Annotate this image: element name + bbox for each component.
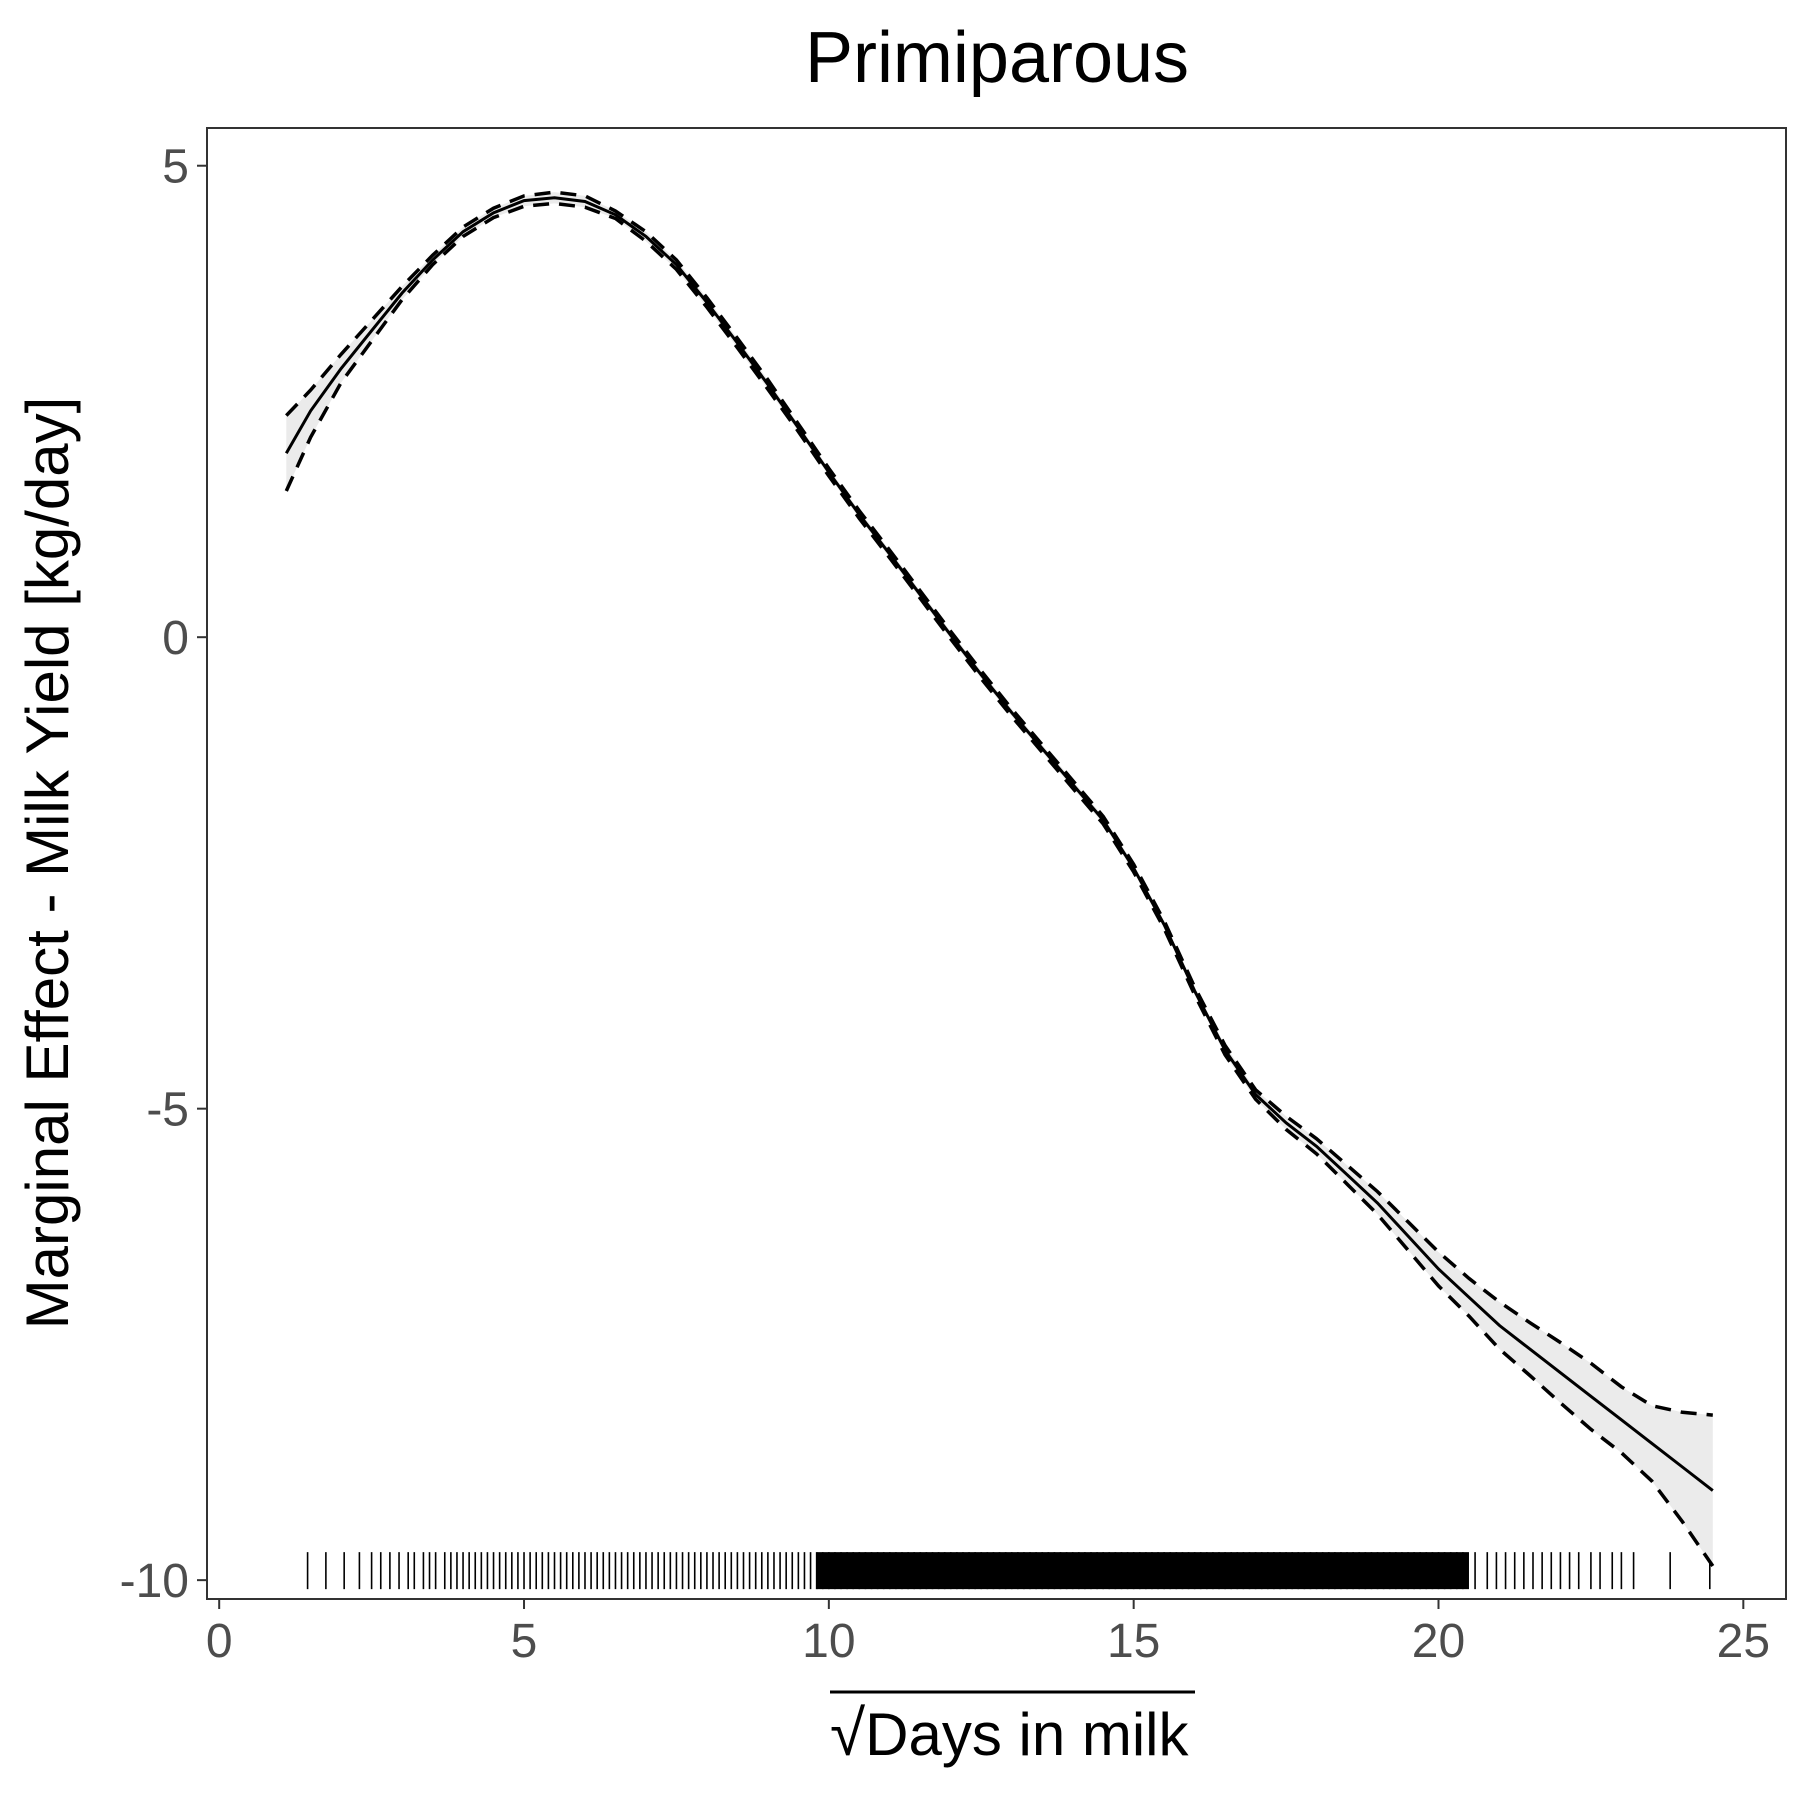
y-tick-label: 0 [162, 612, 189, 665]
x-axis: 0 5 10 15 20 25 [206, 1599, 1770, 1668]
x-tick-label: 15 [1107, 1615, 1160, 1668]
x-tick-label: 25 [1717, 1615, 1770, 1668]
y-tick-label: -5 [146, 1084, 189, 1137]
x-tick-label: 5 [511, 1615, 538, 1668]
lower-bound-line [284, 201, 1715, 1567]
y-tick-label: -10 [120, 1555, 189, 1608]
x-axis-radical: √ [830, 1697, 866, 1769]
upper-bound-line [285, 190, 1713, 1417]
x-axis-label: Days in milk [865, 1701, 1189, 1768]
y-axis: -10 -5 0 5 [120, 141, 207, 1608]
x-tick-label: 10 [802, 1615, 855, 1668]
rug-dense-band [816, 1552, 1469, 1590]
estimate-line [284, 196, 1714, 1492]
y-tick-label: 5 [162, 141, 189, 194]
chart-title: Primiparous [805, 18, 1189, 98]
x-tick-label: 0 [206, 1615, 233, 1668]
x-axis-title: √Days in milk [830, 1697, 1190, 1769]
y-axis-title: Marginal Effect - Milk Yield [kg/day] [14, 397, 81, 1330]
rug [306, 1552, 1711, 1590]
x-tick-label: 20 [1412, 1615, 1465, 1668]
